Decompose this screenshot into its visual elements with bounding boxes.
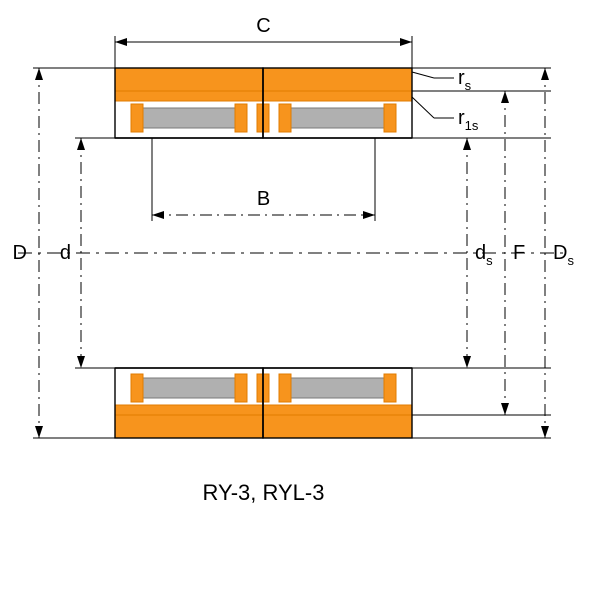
label-D: D bbox=[13, 242, 27, 264]
label-C: C bbox=[256, 15, 270, 37]
roller bbox=[143, 108, 235, 128]
diagram-title: RY-3, RYL-3 bbox=[203, 480, 325, 505]
label-Ds: Ds bbox=[553, 242, 574, 268]
label-F: F bbox=[513, 242, 525, 264]
label-ds: ds bbox=[475, 242, 493, 268]
label-B: B bbox=[257, 188, 270, 210]
label-d: d bbox=[60, 242, 71, 264]
label-rs: rs bbox=[458, 67, 472, 93]
label-r1s: r1s bbox=[458, 107, 479, 133]
roller bbox=[291, 378, 384, 398]
roller bbox=[291, 108, 384, 128]
roller bbox=[143, 378, 235, 398]
